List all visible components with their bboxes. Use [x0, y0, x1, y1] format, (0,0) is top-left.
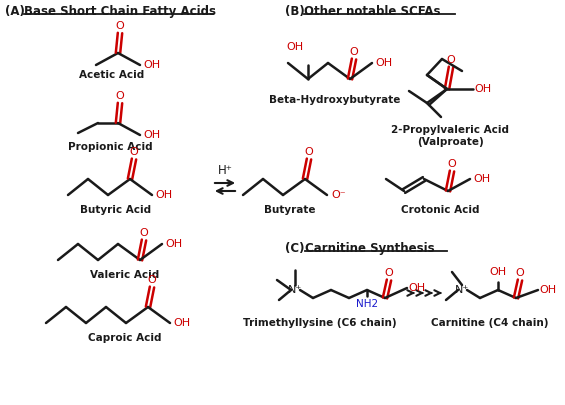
Text: OH: OH: [540, 285, 557, 295]
Text: O: O: [116, 91, 124, 101]
Text: O: O: [116, 21, 124, 31]
Text: Caproic Acid: Caproic Acid: [88, 333, 162, 343]
Text: (B): (B): [285, 5, 305, 18]
Text: Butyrate: Butyrate: [264, 205, 316, 215]
Text: O: O: [147, 275, 157, 285]
Text: Trimethyllysine (C6 chain): Trimethyllysine (C6 chain): [243, 318, 397, 328]
Text: OH: OH: [286, 42, 303, 52]
Text: Propionic Acid: Propionic Acid: [68, 142, 153, 152]
Text: OH: OH: [173, 318, 190, 328]
Text: 2-Propylvaleric Acid: 2-Propylvaleric Acid: [391, 125, 509, 135]
Text: O: O: [305, 147, 314, 157]
Text: OH: OH: [473, 174, 490, 184]
Text: Acetic Acid: Acetic Acid: [79, 70, 145, 80]
Text: O: O: [350, 47, 358, 57]
Text: OH: OH: [166, 239, 182, 249]
Text: Carnitine (C4 chain): Carnitine (C4 chain): [431, 318, 549, 328]
Text: Butyric Acid: Butyric Acid: [80, 205, 151, 215]
Text: Base Short Chain Fatty Acids: Base Short Chain Fatty Acids: [24, 5, 216, 18]
Text: Other notable SCFAs: Other notable SCFAs: [304, 5, 441, 18]
Text: Carnitine Synthesis: Carnitine Synthesis: [305, 242, 434, 255]
Text: Valeric Acid: Valeric Acid: [90, 270, 160, 280]
Text: (Valproate): (Valproate): [416, 137, 484, 147]
Text: OH: OH: [489, 267, 507, 277]
Text: (C): (C): [285, 242, 305, 255]
Text: O: O: [516, 268, 524, 278]
Text: O: O: [447, 159, 457, 169]
Text: O: O: [446, 55, 455, 65]
Text: OH: OH: [144, 130, 160, 140]
Text: O: O: [140, 228, 149, 238]
Text: N⁺: N⁺: [288, 285, 302, 295]
Text: N⁺: N⁺: [455, 285, 469, 295]
Text: OH: OH: [144, 60, 160, 70]
Text: (A): (A): [5, 5, 25, 18]
Text: Crotonic Acid: Crotonic Acid: [401, 205, 479, 215]
Text: OH: OH: [408, 283, 425, 293]
Text: O: O: [385, 268, 393, 278]
Text: OH: OH: [375, 58, 393, 68]
Text: O⁻: O⁻: [332, 190, 346, 200]
Text: O: O: [129, 147, 138, 157]
Text: NH2: NH2: [356, 299, 378, 309]
Text: OH: OH: [155, 190, 172, 200]
Text: Beta-Hydroxybutyrate: Beta-Hydroxybutyrate: [270, 95, 401, 105]
Text: OH: OH: [475, 84, 492, 94]
Text: H⁺: H⁺: [218, 164, 232, 177]
